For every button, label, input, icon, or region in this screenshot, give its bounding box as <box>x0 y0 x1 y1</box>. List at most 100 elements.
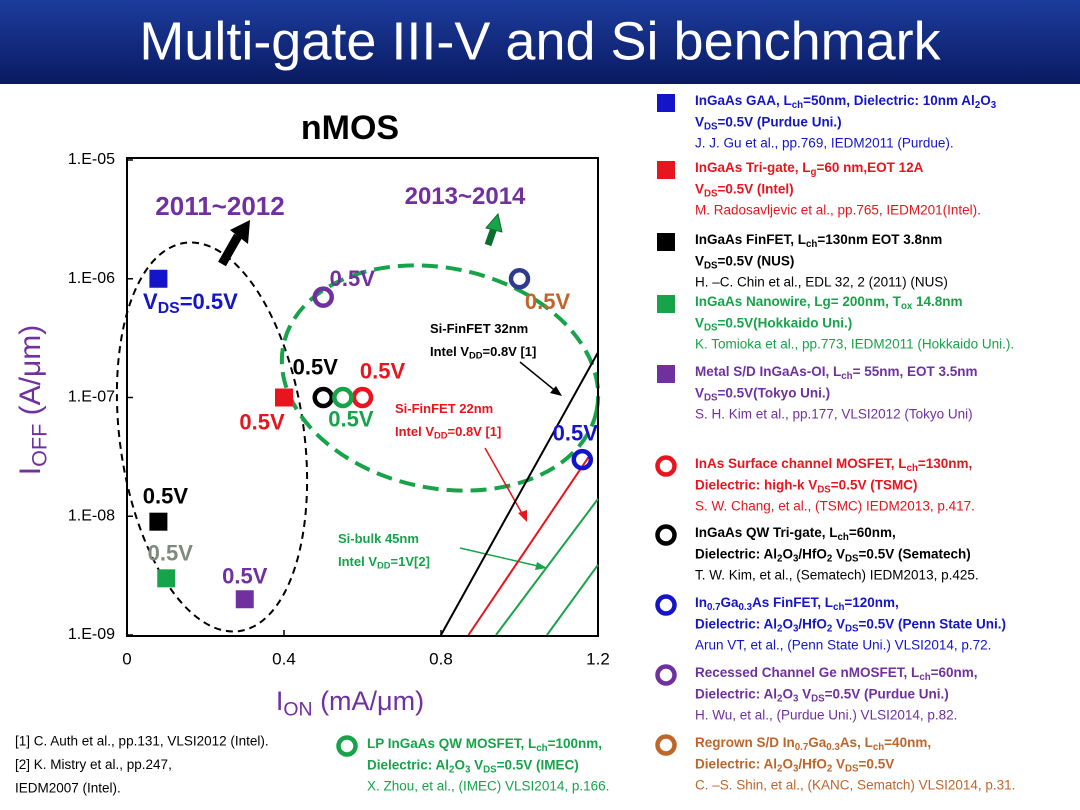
legend-label: Dielectric: Al2O3/HfO2 VDS=0.5V (Sematec… <box>695 546 971 564</box>
legend-label: Dielectric: Al2O3 VDS=0.5V (Purdue Uni.) <box>695 686 949 704</box>
subscript: DS <box>704 392 718 403</box>
subscript: DD <box>434 431 448 441</box>
subscript: ch <box>919 671 930 682</box>
text-run: O <box>454 757 465 772</box>
legend-reference: T. W. Kim, et al., (Sematech) IEDM2013, … <box>695 568 979 583</box>
text-run: 0.5V <box>525 289 571 314</box>
x-tick-label: 0.8 <box>429 649 453 668</box>
text-run: =60nm, <box>849 525 896 540</box>
text-run: V <box>832 616 845 631</box>
text-run: 0.5V <box>330 266 376 291</box>
text-run: Intel V <box>430 344 469 359</box>
text-run: In <box>695 595 707 610</box>
text-run: =130nm, <box>918 456 972 471</box>
legend-icon <box>336 735 358 757</box>
subscript: ch <box>841 370 852 381</box>
y-axis-label: IOFF (A/μm) <box>14 325 51 475</box>
subscript: DS <box>811 693 825 704</box>
subscript: 2 <box>975 99 981 110</box>
subscript: DS <box>704 260 718 271</box>
text-run: LP InGaAs QW MOSFET, L <box>367 736 536 751</box>
legend-label: InGaAs Nanowire, Lg= 200nm, Tox 14.8nm <box>695 294 963 312</box>
annotation: Si-FinFET 22nm <box>395 401 493 416</box>
legend-icon <box>655 455 677 477</box>
text-run: 14.8nm <box>912 294 962 309</box>
subscript: ch <box>873 741 884 752</box>
legend-reference: S. H. Kim et al., pp.177, VLSI2012 (Toky… <box>695 407 973 422</box>
subscript: DS <box>704 188 718 199</box>
legend-label: VDS=0.5V (Intel) <box>695 181 794 199</box>
legend-reference: H. Wu, et al., (Purdue Uni.) VLSI2014, p… <box>695 708 957 723</box>
text-run: 2011~2012 <box>155 191 284 221</box>
legend-icon <box>657 295 675 313</box>
subscript: ch <box>838 531 849 542</box>
y-tick-label: 1.E-06 <box>68 270 115 287</box>
text-run: =0.8V [1] <box>448 424 502 439</box>
text-run: /HfO <box>798 616 827 631</box>
legend-label: InAs Surface channel MOSFET, Lch=130nm, <box>695 456 972 474</box>
annotation: Intel VDD=0.8V [1] <box>395 424 501 441</box>
point-label: 0.5V <box>360 358 406 383</box>
reference: [1] C. Auth et al., pp.131, VLSI2012 (In… <box>15 734 269 749</box>
text-run: V <box>695 315 704 330</box>
legend-reference: H. –C. Chin et al., EDL 32, 2 (2011) (NU… <box>695 275 948 290</box>
legend-reference: X. Zhou, et al., (IMEC) VLSI2014, p.166. <box>367 779 609 794</box>
subscript: 3 <box>465 764 471 775</box>
legend-label: InGaAs GAA, Lch=50nm, Dielectric: 10nm A… <box>695 93 997 111</box>
text-run: Regrown S/D In <box>695 735 795 750</box>
text-run: Ga <box>808 735 827 750</box>
text-run: =130nm EOT 3.8nm <box>817 232 942 247</box>
text-run: Recessed Channel Ge nMOSFET, L <box>695 665 919 680</box>
arrow-head <box>535 562 547 570</box>
point-label: 0.5V <box>328 406 374 431</box>
annotation: 2013~2014 <box>405 183 526 210</box>
subscript: DS <box>704 121 718 132</box>
text-run: =0.5V(Hokkaido Uni.) <box>718 315 853 330</box>
text-run: O <box>782 616 793 631</box>
text-run: 0.5V <box>293 354 339 379</box>
subscript: ox <box>901 300 913 311</box>
text-run: =0.5V (Sematech) <box>859 546 971 561</box>
text-run: InAs Surface channel MOSFET, L <box>695 456 907 471</box>
text-run: InGaAs GAA, L <box>695 93 792 108</box>
subscript: 0.3 <box>739 601 753 612</box>
annotation: Si-bulk 45nm <box>338 531 419 546</box>
text-run: (mA/μm) <box>313 686 425 716</box>
legend-label: VDS=0.5V (Purdue Uni.) <box>695 114 842 132</box>
x-axis-label: ION (mA/μm) <box>276 686 424 721</box>
legend-icon <box>657 365 675 383</box>
text-run: V <box>470 757 483 772</box>
text-run: =0.5V (Purdue Uni.) <box>825 686 949 701</box>
subscript: DS <box>483 764 497 775</box>
point-label: 0.5V <box>239 409 285 434</box>
legend-reference: Arun VT, et al., (Penn State Uni.) VLSI2… <box>695 638 991 653</box>
subscript: ch <box>833 601 844 612</box>
legend-label: Dielectric: Al2O3 VDS=0.5V (IMEC) <box>367 757 579 775</box>
legend-icon <box>657 233 675 251</box>
point <box>275 388 293 407</box>
text-run: (A/μm) <box>14 325 47 424</box>
text-run: 2013~2014 <box>405 183 526 210</box>
subscript: 2 <box>777 763 783 774</box>
text-run: InGaAs Nanowire, Lg= 200nm, T <box>695 294 902 309</box>
subscript: DS <box>845 763 859 774</box>
text-run: InGaAs QW Tri-gate, L <box>695 525 838 540</box>
text-run: Metal S/D InGaAs-OI, L <box>695 364 841 379</box>
legend-label: VDS=0.5V(Tokyo Uni.) <box>695 385 830 403</box>
y-tick-label: 1.E-09 <box>68 626 115 643</box>
subscript: DS <box>845 623 859 634</box>
legend-label: Dielectric: Al2O3/HfO2 VDS=0.5V <box>695 756 894 774</box>
legend-icon <box>655 664 677 686</box>
legend-label: VDS=0.5V(Hokkaido Uni.) <box>695 315 852 333</box>
text-run: V <box>143 289 158 314</box>
subscript: 2 <box>449 764 455 775</box>
text-run: I <box>276 686 284 716</box>
point <box>312 386 334 409</box>
text-run: =0.5V (Purdue Uni.) <box>718 114 842 129</box>
legend-label: InGaAs QW Tri-gate, Lch=60nm, <box>695 525 896 543</box>
arrow-head <box>230 220 250 244</box>
text-run: I <box>14 467 47 475</box>
group-ellipse <box>115 241 309 633</box>
text-run: Intel V <box>338 554 377 569</box>
